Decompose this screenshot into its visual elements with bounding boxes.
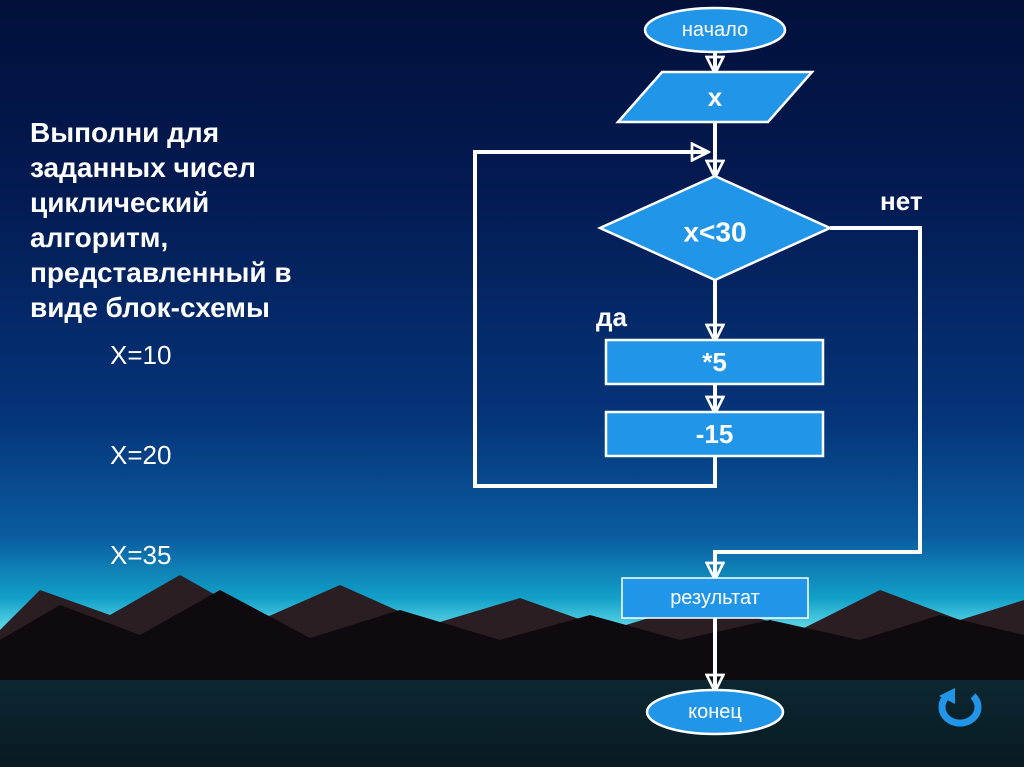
svg-text:-15: -15 [696, 419, 734, 449]
svg-text:x<30: x<30 [683, 217, 746, 248]
svg-text:x: x [708, 82, 723, 112]
svg-text:конец: конец [688, 701, 742, 723]
flowchart: начало x x<30 *5 -15 результат конец [0, 0, 1024, 767]
label-yes: да [596, 302, 627, 333]
svg-text:*5: *5 [702, 347, 727, 377]
svg-text:начало: начало [682, 19, 748, 41]
svg-text:результат: результат [670, 587, 760, 609]
slide-stage: Выполни длязаданных чиселциклическийалго… [0, 0, 1024, 767]
return-icon[interactable] [935, 688, 985, 733]
label-no: нет [880, 186, 923, 217]
